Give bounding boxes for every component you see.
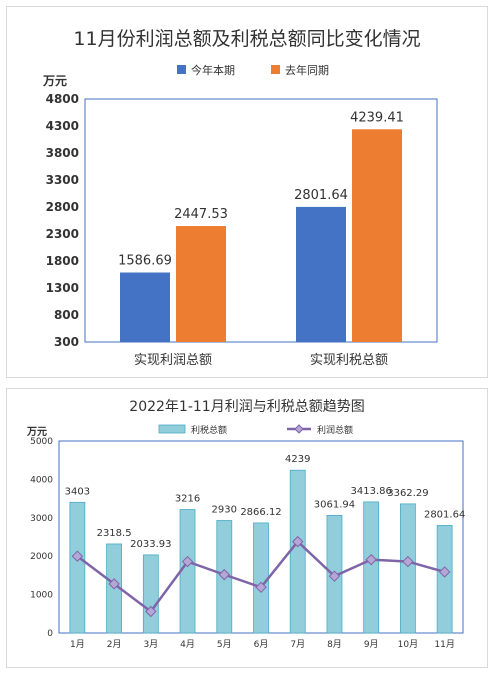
y-tick-label: 800 xyxy=(54,308,79,322)
line-marker xyxy=(328,570,341,582)
data-label: 2447.53 xyxy=(174,207,228,222)
chart-panel-monthly-trend: 2022年1-11月利润与利税总额趋势图 万元 利税总额 利润总额 0 1000 2… xyxy=(6,388,488,668)
data-label: 4239.41 xyxy=(350,110,404,125)
x-tick-label: 1月 xyxy=(70,639,85,650)
line-marker xyxy=(71,550,84,562)
data-label: 2318.5 xyxy=(97,528,132,539)
y-tick-label: 2300 xyxy=(46,227,79,241)
data-label: 3216 xyxy=(175,494,200,505)
x-tick-label: 8月 xyxy=(327,639,342,650)
data-label: 2801.64 xyxy=(424,509,465,520)
y-tick-label: 2000 xyxy=(30,552,53,562)
data-label: 2033.93 xyxy=(130,539,171,550)
line-marker xyxy=(218,568,230,581)
bar xyxy=(69,501,86,634)
y-tick-label: 4300 xyxy=(46,119,79,133)
x-tick-label: 5月 xyxy=(217,639,232,650)
y-tick-label: 1000 xyxy=(30,591,53,601)
y-tick-label: 3300 xyxy=(46,173,79,187)
data-label: 2801.64 xyxy=(294,188,348,203)
bar xyxy=(179,509,196,634)
x-tick-label: 10月 xyxy=(398,639,418,650)
line-marker xyxy=(145,605,157,618)
bar-chart-yoy: 11月份利润总额及利税总额同比变化情况 万元 今年本期 去年同期 300 800 1… xyxy=(42,28,438,368)
bar xyxy=(176,226,226,342)
x-tick-label: 2月 xyxy=(107,639,122,650)
y-tick-label: 4800 xyxy=(46,92,79,106)
y-tick-label: 2800 xyxy=(46,200,79,214)
line-series xyxy=(71,535,451,618)
y-tick-label: 1800 xyxy=(46,254,79,268)
bar xyxy=(363,501,380,634)
bar xyxy=(289,469,306,634)
legend-swatch-last-year xyxy=(271,65,280,74)
y-tick-label: 4000 xyxy=(30,475,53,485)
y-tick-label: 3800 xyxy=(46,146,79,160)
data-label: 3362.29 xyxy=(387,488,428,499)
x-tick-label: 3月 xyxy=(143,639,158,650)
x-tick-label: 6月 xyxy=(254,639,269,650)
legend: 利税总额 利润总额 xyxy=(158,424,353,436)
bar xyxy=(253,522,269,634)
legend-marker-profit-total xyxy=(294,424,304,434)
line-marker xyxy=(255,581,267,594)
x-tick-label: 11月 xyxy=(434,639,454,650)
y-tick-label: 5000 xyxy=(30,437,53,447)
data-label: 3403 xyxy=(65,486,90,497)
y-tick-label: 1300 xyxy=(46,281,79,295)
x-tick-label: 4月 xyxy=(180,639,195,650)
y-tick-label: 300 xyxy=(54,335,79,349)
chart-panel-profit-comparison: 11月份利润总额及利税总额同比变化情况 万元 今年本期 去年同期 300 800 1… xyxy=(6,6,488,378)
y-tick-label: 3000 xyxy=(30,514,53,524)
bar xyxy=(142,554,159,634)
line-marker xyxy=(402,555,414,568)
x-axis: 实现利润总额 实现利税总额 xyxy=(134,353,388,368)
data-label: 3061.94 xyxy=(314,499,355,510)
data-label: 1586.69 xyxy=(118,254,172,269)
x-tick-label: 实现利税总额 xyxy=(310,353,388,368)
bar xyxy=(352,129,402,342)
bar xyxy=(296,206,346,342)
data-label: 3413.86 xyxy=(351,486,392,497)
plot-area-border xyxy=(84,98,438,343)
data-label: 4239 xyxy=(285,454,310,465)
line-marker xyxy=(292,535,304,548)
x-tick-label: 实现利润总额 xyxy=(134,353,212,368)
y-axis-unit: 万元 xyxy=(26,426,47,438)
y-axis: 300 800 1300 1800 2300 2800 3300 3800 4300 4800 xyxy=(46,92,79,349)
bar xyxy=(436,525,453,634)
legend-label-this-year: 今年本期 xyxy=(191,63,235,77)
bar xyxy=(120,272,170,342)
combo-chart-trend: 2022年1-11月利润与利税总额趋势图 万元 利税总额 利润总额 0 1000 2… xyxy=(26,399,465,650)
chart-title: 2022年1-11月利润与利税总额趋势图 xyxy=(129,399,364,415)
x-tick-label: 9月 xyxy=(364,639,379,650)
legend: 今年本期 去年同期 xyxy=(177,63,329,77)
data-label: 2866.12 xyxy=(240,507,281,518)
legend-label-tax-total: 利税总额 xyxy=(191,424,227,436)
y-tick-label: 0 xyxy=(47,629,53,639)
legend-swatch-this-year xyxy=(177,65,186,74)
chart-title: 11月份利润总额及利税总额同比变化情况 xyxy=(73,28,420,50)
line-marker xyxy=(365,553,377,566)
legend-swatch-tax-total xyxy=(158,424,186,434)
line-marker xyxy=(181,555,194,568)
x-tick-label: 7月 xyxy=(290,639,305,650)
bar xyxy=(400,503,416,634)
legend-label-profit-total: 利润总额 xyxy=(317,424,353,436)
bars: 1586.69 2447.53 2801.64 4239.41 xyxy=(118,110,404,342)
line-marker xyxy=(438,566,451,578)
x-axis: 1月 2月 3月 4月 5月 6月 7月 8月 9月 10月 11月 xyxy=(70,639,455,650)
legend-label-last-year: 去年同期 xyxy=(285,63,329,77)
data-label: 2930 xyxy=(212,504,237,515)
y-axis: 0 1000 2000 3000 4000 5000 xyxy=(30,437,53,639)
line-marker xyxy=(108,578,120,590)
y-axis-unit: 万元 xyxy=(42,74,67,88)
